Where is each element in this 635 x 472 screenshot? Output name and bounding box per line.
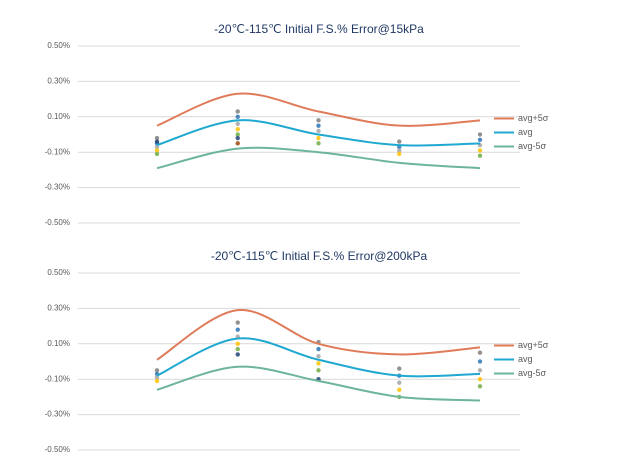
line xyxy=(156,146,481,170)
legend-label: avg xyxy=(518,354,533,364)
sample-dot xyxy=(397,380,402,385)
y-tick-label: 0.50% xyxy=(47,268,70,277)
sample-dot xyxy=(235,114,240,120)
sample-dot xyxy=(397,148,402,153)
sample-dot xyxy=(235,341,240,346)
sample-dot xyxy=(154,139,160,144)
legend-label: avg-5σ xyxy=(518,141,547,151)
y-tick-label: -0.30% xyxy=(45,410,70,419)
sample-dot xyxy=(477,153,483,158)
sample-dot xyxy=(235,141,240,146)
sample-dot xyxy=(235,320,240,325)
line xyxy=(156,337,481,378)
sample-dot xyxy=(397,366,402,371)
sample-dot xyxy=(235,121,240,127)
sample-dot xyxy=(235,352,240,357)
sample-dot xyxy=(235,132,240,137)
line xyxy=(156,365,481,402)
y-tick-label: 0.50% xyxy=(47,41,70,50)
sample-dot xyxy=(154,151,160,157)
sample-dot xyxy=(477,132,483,137)
sample-dot xyxy=(397,151,402,157)
sample-dot xyxy=(235,126,240,132)
sample-dot xyxy=(477,148,483,153)
sample-dot xyxy=(316,135,321,141)
y-tick-label: -0.30% xyxy=(45,183,70,192)
y-tick-label: -0.50% xyxy=(45,218,70,227)
y-tick-label: 0.30% xyxy=(47,77,70,86)
chart-title: -20℃-115℃ Initial F.S.% Error@15kPa xyxy=(214,22,424,36)
sample-dot xyxy=(316,141,321,146)
chart-title: -20℃-115℃ Initial F.S.% Error@200kPa xyxy=(211,249,428,263)
sample-dot xyxy=(477,377,483,382)
line xyxy=(156,92,481,127)
y-tick-label: 0.10% xyxy=(47,112,70,121)
sample-dot xyxy=(235,109,240,114)
y-tick-label: 0.30% xyxy=(47,304,70,313)
sample-dot xyxy=(235,327,240,332)
sample-dot xyxy=(316,361,321,366)
sample-dot xyxy=(477,350,483,355)
sample-dot xyxy=(316,368,321,373)
sample-dot xyxy=(154,148,160,153)
sample-dot xyxy=(477,384,483,389)
y-tick-label: -0.10% xyxy=(45,374,70,383)
sample-dot xyxy=(316,353,321,359)
sample-dot xyxy=(397,387,402,393)
sample-dot xyxy=(477,359,483,364)
sample-dot xyxy=(397,139,402,144)
legend-label: avg-5σ xyxy=(518,368,547,378)
sample-dot xyxy=(235,135,240,141)
line xyxy=(156,309,481,361)
legend-label: avg+5σ xyxy=(518,113,549,123)
sample-dot xyxy=(316,118,321,123)
sample-dot xyxy=(154,135,160,141)
legend-label: avg xyxy=(518,127,533,137)
y-tick-label: -0.10% xyxy=(45,147,70,156)
sample-dot xyxy=(316,346,321,352)
sample-dot xyxy=(316,128,321,134)
sample-dot xyxy=(154,368,160,373)
sample-dot xyxy=(235,346,240,352)
sample-dot xyxy=(477,137,483,143)
sample-dot xyxy=(316,123,321,128)
y-tick-label: 0.10% xyxy=(47,339,70,348)
sample-dot xyxy=(154,375,160,380)
y-tick-label: -0.50% xyxy=(45,445,70,454)
legend-label: avg+5σ xyxy=(518,340,549,350)
sample-dot xyxy=(154,378,160,384)
sample-dot xyxy=(477,368,483,373)
line xyxy=(156,119,481,147)
